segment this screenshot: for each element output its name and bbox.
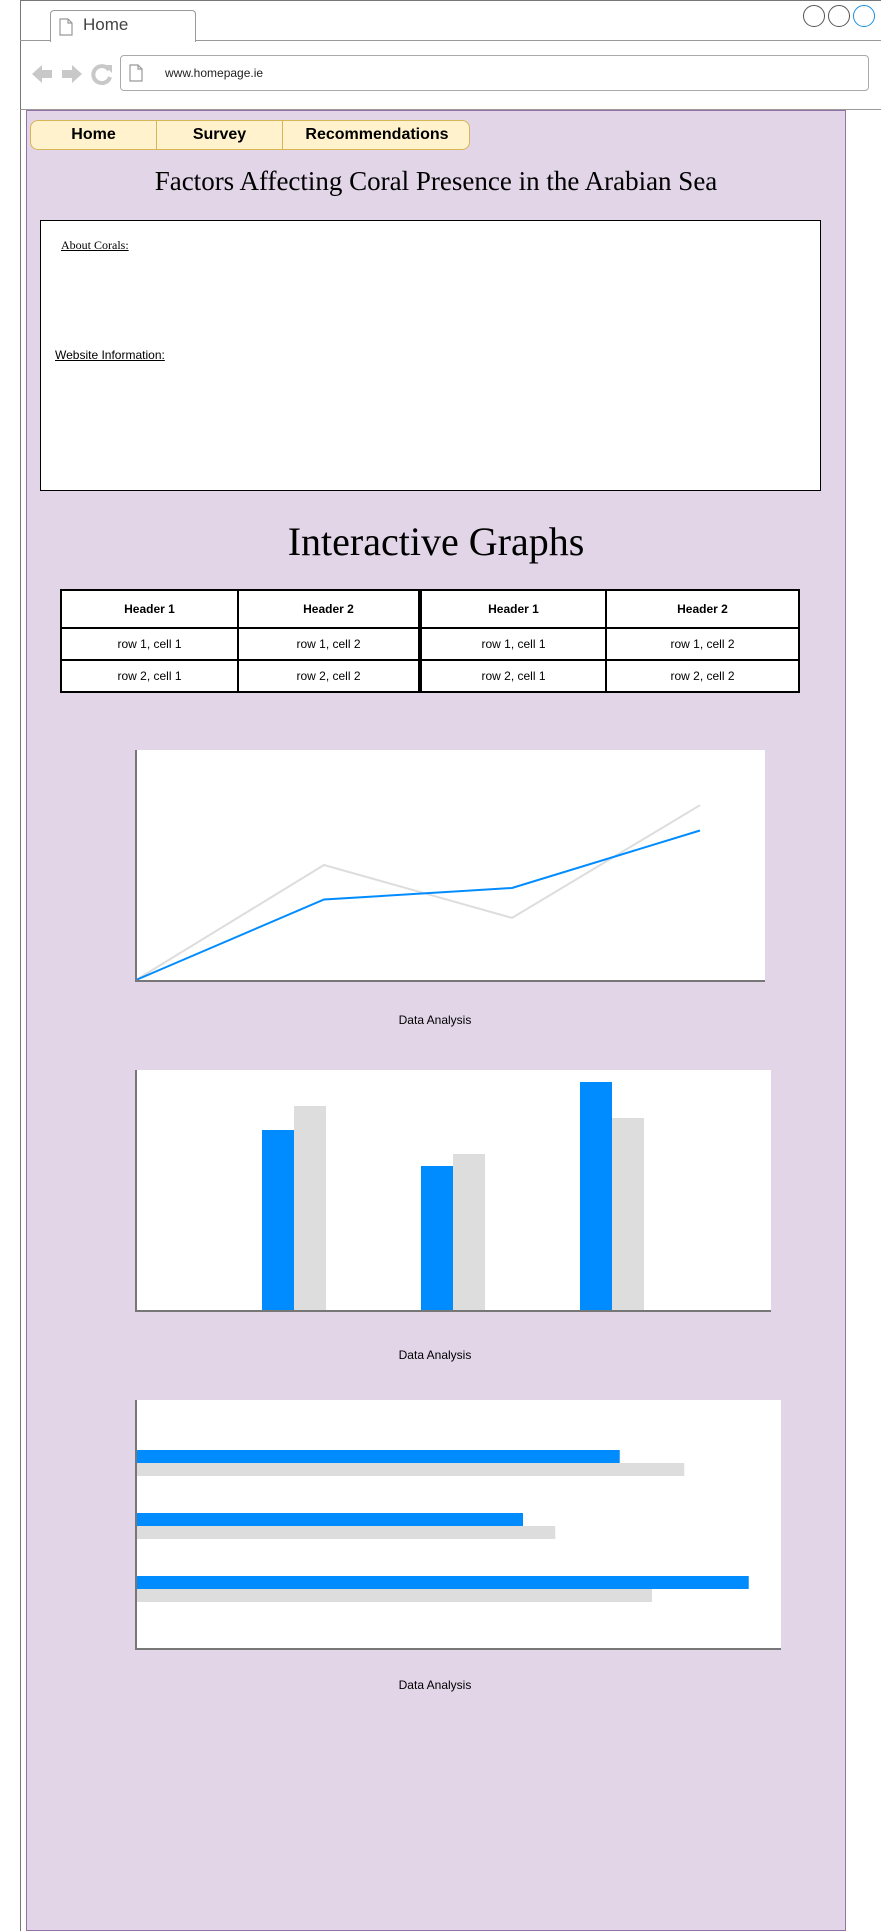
nav-item-survey[interactable]: Survey	[157, 121, 283, 149]
hbar-C-series-1	[136, 1576, 749, 1589]
nav-item-home[interactable]: Home	[31, 121, 157, 149]
bar-A-series-2	[294, 1106, 326, 1310]
bar-chart-caption: Data Analysis	[335, 1348, 535, 1362]
line-chart	[135, 750, 765, 982]
bar-C-series-2	[612, 1118, 644, 1310]
browser-tab[interactable]: Home	[50, 10, 196, 42]
table-cell: row 1, cell 2	[238, 628, 419, 660]
reload-icon[interactable]	[90, 62, 114, 86]
data-table-left: Header 1 Header 2 row 1, cell 1 row 1, c…	[60, 589, 420, 693]
hbar-A-series-2	[136, 1463, 684, 1476]
horizontal-bar-chart	[135, 1400, 781, 1650]
data-table-right: Header 1 Header 2 row 1, cell 1 row 1, c…	[420, 589, 800, 693]
forward-arrow-icon[interactable]	[60, 62, 84, 86]
table-cell: row 1, cell 2	[606, 628, 799, 660]
table-header: Header 2	[238, 590, 419, 628]
table-row: row 1, cell 1 row 1, cell 2	[61, 628, 419, 660]
plot-area	[135, 750, 765, 982]
line-chart-caption: Data Analysis	[335, 1013, 535, 1027]
minimize-button[interactable]	[803, 5, 825, 27]
close-button[interactable]	[853, 5, 875, 27]
scrollbar-track[interactable]	[845, 110, 881, 1931]
maximize-button[interactable]	[828, 5, 850, 27]
graphs-title: Interactive Graphs	[26, 518, 846, 565]
bar-chart	[135, 1070, 771, 1312]
about-corals-label: About Corals:	[61, 238, 129, 253]
nav-item-recommendations[interactable]: Recommendations	[283, 121, 471, 149]
hbar-B-series-1	[136, 1513, 523, 1526]
tab-title: Home	[83, 15, 128, 35]
table-header: Header 1	[61, 590, 238, 628]
hbar-B-series-2	[136, 1526, 555, 1539]
table-header: Header 2	[606, 590, 799, 628]
table-cell: row 2, cell 1	[61, 660, 238, 692]
table-cell: row 1, cell 1	[61, 628, 238, 660]
hbar-C-series-2	[136, 1589, 652, 1602]
table-row: row 1, cell 1 row 1, cell 2	[421, 628, 799, 660]
website-information-label: Website Information:	[55, 348, 165, 362]
document-icon	[59, 18, 73, 36]
table-row: row 2, cell 1 row 2, cell 2	[421, 660, 799, 692]
bar-B-series-1	[421, 1166, 453, 1310]
table-header: Header 1	[421, 590, 606, 628]
page-title: Factors Affecting Coral Presence in the …	[26, 166, 846, 197]
url-text: www.homepage.ie	[165, 66, 263, 80]
table-cell: row 2, cell 2	[606, 660, 799, 692]
table-cell: row 1, cell 1	[421, 628, 606, 660]
table-cell: row 2, cell 1	[421, 660, 606, 692]
table-row: row 2, cell 1 row 2, cell 2	[61, 660, 419, 692]
nav-menu: Home Survey Recommendations	[30, 120, 470, 150]
horizontal-bar-chart-caption: Data Analysis	[335, 1678, 535, 1692]
page-icon	[129, 64, 143, 82]
bar-B-series-2	[453, 1154, 485, 1310]
back-arrow-icon[interactable]	[30, 62, 54, 86]
bar-C-series-1	[580, 1082, 612, 1310]
address-bar[interactable]: www.homepage.ie	[120, 55, 869, 91]
hbar-A-series-1	[136, 1450, 620, 1463]
bar-A-series-1	[262, 1130, 294, 1310]
table-cell: row 2, cell 2	[238, 660, 419, 692]
